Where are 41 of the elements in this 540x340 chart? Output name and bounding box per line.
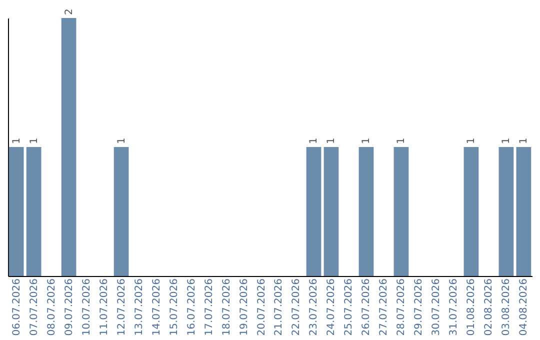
data-label: 1 bbox=[501, 138, 512, 144]
data-label: 1 bbox=[466, 138, 478, 144]
x-tick-label: 21.07.2026 bbox=[274, 278, 285, 336]
x-tick-label: 12.07.2026 bbox=[116, 278, 128, 336]
x-tick-label: 20.07.2026 bbox=[256, 278, 268, 336]
x-tick-label: 13.07.2026 bbox=[134, 278, 145, 336]
data-label: 1 bbox=[11, 138, 22, 144]
x-tick-label: 07.07.2026 bbox=[28, 278, 40, 336]
x-tick-label: 31.07.2026 bbox=[448, 278, 460, 336]
data-label: 1 bbox=[361, 138, 372, 144]
x-tick-label: 19.07.2026 bbox=[238, 278, 250, 336]
x-tick-label: 16.07.2026 bbox=[186, 278, 198, 336]
x-tick-label: 03.08.2026 bbox=[501, 278, 512, 336]
x-tick-label: 01.08.2026 bbox=[466, 278, 478, 336]
x-tick-label: 04.08.2026 bbox=[518, 278, 530, 336]
x-tick-label: 22.07.2026 bbox=[291, 278, 302, 336]
x-tick-label: 09.07.2026 bbox=[64, 278, 75, 336]
x-tick-label: 26.07.2026 bbox=[361, 278, 372, 336]
data-label: 1 bbox=[308, 138, 320, 144]
x-tick-label: 15.07.2026 bbox=[168, 278, 180, 336]
x-tick-label: 17.07.2026 bbox=[204, 278, 215, 336]
x-tick-label: 23.07.2026 bbox=[308, 278, 320, 336]
data-label: 1 bbox=[518, 138, 530, 144]
data-label: 1 bbox=[116, 138, 128, 144]
data-label: 1 bbox=[326, 138, 338, 144]
x-tick-label: 29.07.2026 bbox=[414, 278, 425, 336]
x-tick-label: 25.07.2026 bbox=[344, 278, 355, 336]
x-tick-label: 27.07.2026 bbox=[378, 278, 390, 336]
x-tick-label: 11.07.2026 bbox=[98, 278, 110, 336]
data-label: 1 bbox=[396, 138, 408, 144]
data-label: 1 bbox=[28, 138, 40, 144]
x-tick-label: 28.07.2026 bbox=[396, 278, 408, 336]
x-tick-label: 02.08.2026 bbox=[484, 278, 495, 336]
x-tick-label: 06.07.2026 bbox=[11, 278, 22, 336]
x-tick-label: 14.07.2026 bbox=[151, 278, 162, 336]
x-tick-label: 30.07.2026 bbox=[431, 278, 442, 336]
x-tick-label: 24.07.2026 bbox=[326, 278, 338, 336]
x-tick-label: 18.07.2026 bbox=[221, 278, 232, 336]
x-tick-label: 08.07.2026 bbox=[46, 278, 58, 336]
x-tick-label: 10.07.2026 bbox=[81, 278, 92, 336]
data-label: 2 bbox=[64, 8, 75, 15]
